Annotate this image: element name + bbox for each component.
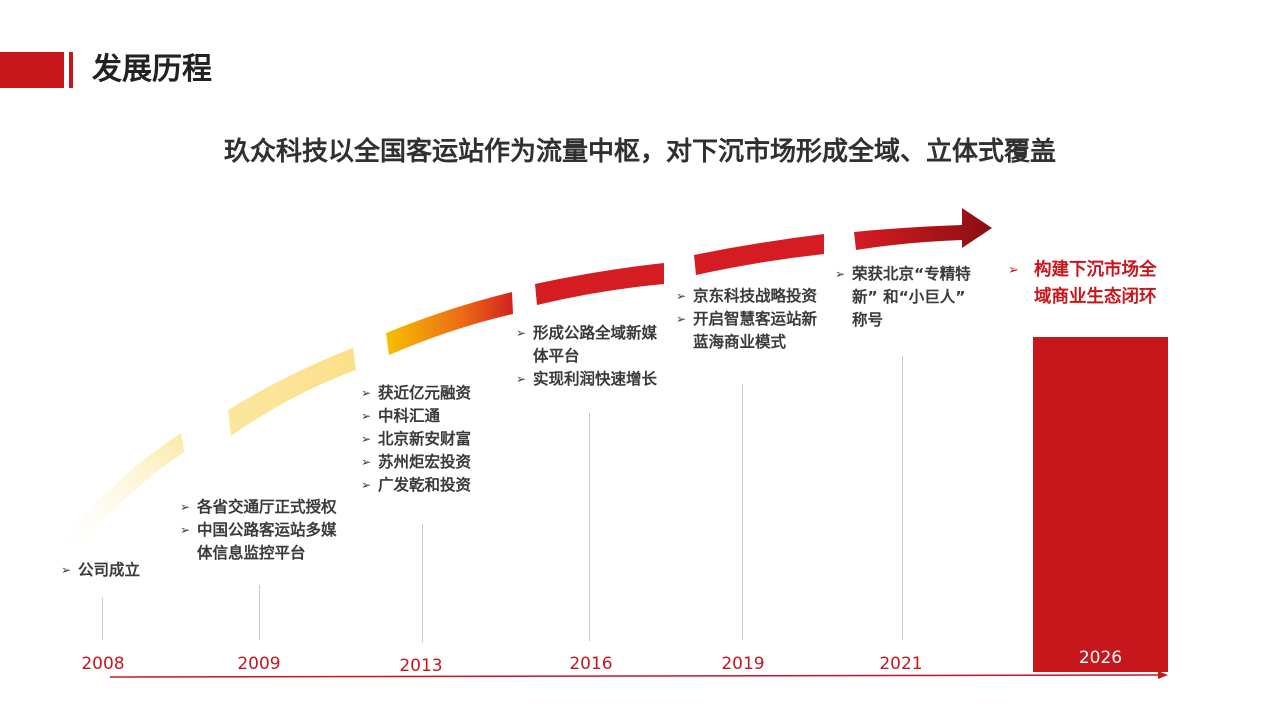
arc-segment-1 (55, 433, 184, 560)
bullet-arrow-icon: ➢ (180, 500, 191, 514)
connector-line-2021 (902, 356, 903, 640)
list-item: ➢ 获近亿元融资 (361, 382, 471, 405)
list-item: ➢ 京东科技战略投资 (676, 285, 817, 308)
list-item: ➢ 各省交通厅正式授权 (180, 496, 337, 519)
milestone-2016-list: ➢ 形成公路全域新媒 体平台 ➢ 实现利润快速增长 (516, 322, 657, 391)
list-item: ➢ 构建下沉市场全 (1008, 257, 1157, 284)
bullet-arrow-icon: ➢ (676, 312, 687, 326)
list-item: ➢ 苏州炬宏投资 (361, 451, 471, 474)
year-label-2021: 2021 (879, 654, 923, 674)
arc-segment-2 (228, 348, 356, 436)
arc-segment-3 (386, 292, 513, 355)
list-item: ➢ 形成公路全域新媒 (516, 322, 657, 345)
milestone-2026-list: ➢ 构建下沉市场全 域商业生态闭环 (1008, 257, 1157, 311)
list-item-continued: 称号 (852, 311, 884, 329)
bullet-arrow-icon: ➢ (180, 523, 191, 537)
year-label-2009: 2009 (237, 654, 281, 674)
connector-line-2019 (742, 384, 743, 640)
milestone-2009-list: ➢ 各省交通厅正式授权 ➢ 中国公路客运站多媒 体信息监控平台 (180, 496, 337, 565)
bullet-arrow-icon: ➢ (516, 372, 527, 386)
list-item-continued: 体信息监控平台 (197, 544, 306, 562)
list-item-continued: 蓝海商业模式 (693, 333, 787, 351)
bullet-arrow-icon: ➢ (361, 432, 372, 446)
year-label-2008: 2008 (81, 654, 125, 674)
milestone-2021-list: ➢ 荣获北京“专精特 新” 和“小巨人” 称号 (835, 263, 971, 332)
arc-segment-4 (535, 263, 664, 305)
arc-segment-5 (694, 234, 824, 275)
bullet-arrow-icon: ➢ (835, 267, 846, 281)
connector-line-2013 (422, 524, 423, 642)
page-title: 发展历程 (92, 52, 212, 87)
list-item: ➢ 公司成立 (61, 559, 140, 582)
bullet-arrow-icon: ➢ (361, 455, 372, 469)
list-item: ➢ 中国公路客运站多媒 (180, 519, 337, 542)
title-separator (69, 52, 73, 88)
list-item-continued: 新” 和“小巨人” (852, 288, 966, 306)
arc-segment-arrow (854, 208, 992, 250)
year-label-2016: 2016 (569, 654, 613, 674)
list-item: ➢ 开启智慧客运站新 (676, 308, 817, 331)
title-accent-bar (0, 52, 64, 88)
milestone-2013-list: ➢ 获近亿元融资 ➢ 中科汇通 ➢ 北京新安财富 ➢ 苏州炬宏投资 ➢ 广发乾和投资 (361, 382, 471, 497)
timeline-axis-arrowhead (1158, 671, 1168, 679)
connector-line-2016 (589, 413, 590, 641)
list-item: ➢ 北京新安财富 (361, 428, 471, 451)
connector-line-2008 (102, 598, 103, 640)
bullet-arrow-icon: ➢ (676, 289, 687, 303)
year-label-2026: 2026 (1078, 648, 1123, 668)
list-item-continued: 域商业生态闭环 (1034, 287, 1157, 307)
page-subtitle: 玖众科技以全国客运站作为流量中枢，对下沉市场形成全域、立体式覆盖 (223, 137, 1056, 167)
year-label-2019: 2019 (721, 654, 765, 674)
connector-line-2009 (259, 585, 260, 640)
year-label-2013: 2013 (399, 656, 443, 676)
list-item: ➢ 荣获北京“专精特 (835, 263, 971, 286)
list-item-continued: 体平台 (533, 347, 580, 365)
milestone-2019-list: ➢ 京东科技战略投资 ➢ 开启智慧客运站新 蓝海商业模式 (676, 285, 817, 354)
bullet-arrow-icon: ➢ (61, 563, 72, 577)
bullet-arrow-icon: ➢ (361, 478, 372, 492)
bullet-arrow-icon: ➢ (361, 386, 372, 400)
bullet-arrow-icon: ➢ (516, 326, 527, 340)
bullet-arrow-icon: ➢ (361, 409, 372, 423)
list-item: ➢ 中科汇通 (361, 405, 471, 428)
highlight-box-2026 (1033, 337, 1168, 672)
bullet-arrow-icon: ➢ (1008, 263, 1019, 278)
milestone-2008-list: ➢ 公司成立 (61, 559, 140, 582)
list-item: ➢ 广发乾和投资 (361, 474, 471, 497)
list-item: ➢ 实现利润快速增长 (516, 368, 657, 391)
timeline-axis (109, 674, 1161, 678)
